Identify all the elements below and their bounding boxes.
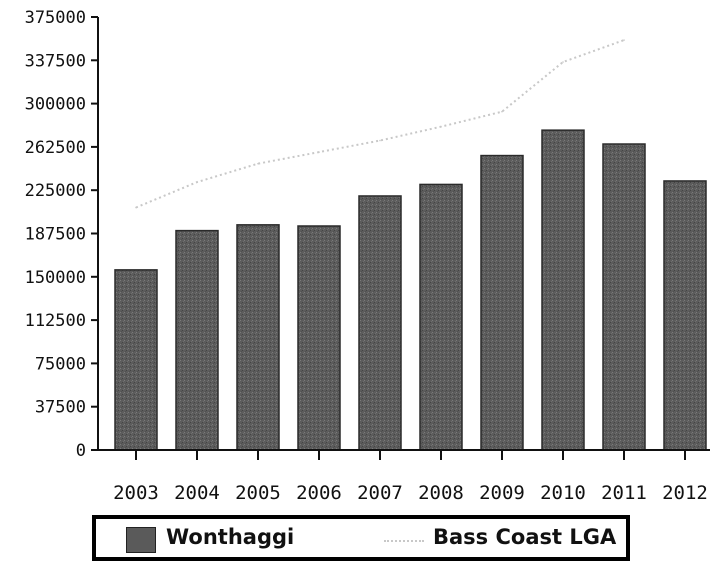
y-tick-label: 112500 — [25, 311, 86, 331]
point-bass-coast-lga — [440, 125, 442, 128]
x-tick-label: 2012 — [662, 482, 708, 504]
y-tick-label: 375000 — [25, 8, 86, 28]
y-tick-label: 187500 — [25, 225, 86, 245]
bar-wonthaggi — [358, 195, 402, 451]
legend-label-bass-coast-lga: Bass Coast LGA — [433, 525, 617, 549]
legend: Wonthaggi Bass Coast LGA — [92, 515, 630, 561]
bar-wonthaggi — [297, 225, 341, 451]
y-tick-label: 300000 — [25, 95, 86, 115]
legend-label-wonthaggi: Wonthaggi — [166, 525, 295, 549]
x-tick-label: 2007 — [357, 482, 403, 504]
line-series — [135, 39, 625, 209]
point-bass-coast-lga — [196, 181, 198, 183]
x-tick-label: 2008 — [418, 482, 464, 504]
y-axis: 0 37500 75000 112500 150000 187500 225000 26250… — [25, 8, 99, 461]
x-tick-label: 2003 — [113, 482, 159, 504]
y-tick-label: 337500 — [25, 51, 86, 71]
y-tick-label: 150000 — [25, 268, 86, 288]
x-tick-label: 2009 — [479, 482, 525, 504]
x-axis: 2003 2004 2005 2006 2007 2008 2009 2010 2011 2012 — [98, 449, 710, 504]
bar-wonthaggi — [602, 143, 646, 451]
bar-wonthaggi — [114, 269, 158, 451]
bar-wonthaggi — [419, 183, 463, 451]
bar-wonthaggi — [175, 229, 219, 451]
legend-swatch-bass-coast-lga — [384, 540, 424, 542]
bar-wonthaggi — [663, 180, 707, 451]
y-tick-label: 0 — [76, 441, 86, 461]
y-tick-label: 37500 — [35, 398, 86, 418]
point-bass-coast-lga — [257, 162, 259, 165]
point-bass-coast-lga — [562, 61, 564, 63]
point-bass-coast-lga — [379, 139, 381, 142]
y-tick-label: 262500 — [25, 138, 86, 158]
bar-wonthaggi — [236, 224, 280, 451]
x-tick-label: 2010 — [540, 482, 586, 504]
x-tick-label: 2011 — [601, 482, 647, 504]
y-tick-label: 225000 — [25, 181, 86, 201]
point-bass-coast-lga — [318, 151, 320, 153]
x-tick-label: 2005 — [235, 482, 281, 504]
point-bass-coast-lga — [501, 110, 503, 113]
legend-swatch-wonthaggi — [126, 527, 156, 553]
y-tick-label: 75000 — [35, 354, 86, 374]
bar-wonthaggi — [480, 154, 524, 451]
x-tick-label: 2004 — [174, 482, 220, 504]
bars — [114, 129, 707, 451]
x-tick-label: 2006 — [296, 482, 342, 504]
bar-wonthaggi — [541, 129, 585, 451]
line-bass-coast-lga — [135, 39, 625, 209]
point-bass-coast-lga — [623, 39, 625, 41]
point-bass-coast-lga — [135, 206, 137, 209]
